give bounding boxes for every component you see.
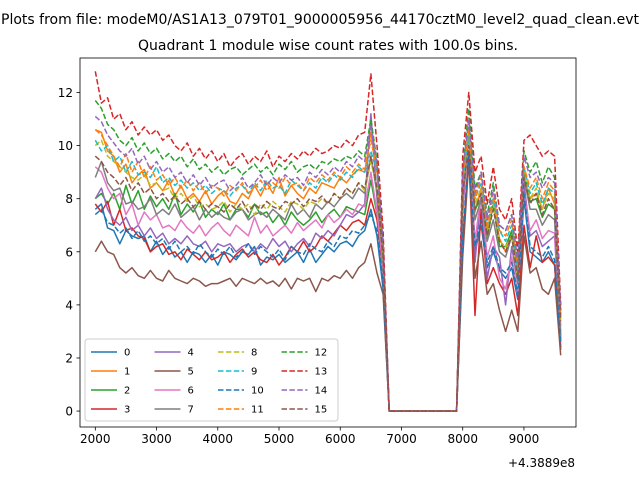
legend-label: 1: [124, 367, 130, 378]
series-line-15: [94, 144, 562, 412]
legend-label: 6: [188, 386, 194, 397]
series-line-8: [94, 136, 562, 412]
y-tick-label: 0: [65, 405, 73, 419]
x-tick-label: 4000: [203, 432, 234, 446]
y-tick-label: 2: [65, 351, 73, 365]
legend-label: 11: [251, 405, 264, 416]
series-line-11: [94, 128, 562, 412]
series-line-14: [94, 115, 562, 412]
legend-label: 12: [315, 348, 328, 359]
legend-label: 4: [188, 348, 194, 359]
legend-label: 14: [315, 386, 328, 397]
x-offset-label: +4.3889e8: [508, 456, 575, 470]
plot-area: [94, 71, 562, 412]
chart-title: Quadrant 1 module wise count rates with …: [138, 38, 518, 54]
series-lines: [94, 71, 562, 412]
x-tick-label: 3000: [141, 432, 172, 446]
x-tick-label: 2000: [80, 432, 111, 446]
series-line-13: [94, 71, 562, 412]
x-tick-label: 8000: [447, 432, 478, 446]
x-tick-label: 9000: [509, 432, 540, 446]
y-tick-label: 10: [58, 139, 73, 153]
x-tick-label: 7000: [386, 432, 417, 446]
series-line-9: [94, 134, 562, 412]
legend-box: [84, 338, 339, 422]
legend-label: 2: [124, 386, 130, 397]
legend-label: 13: [315, 367, 328, 378]
x-tick-label: 5000: [264, 432, 295, 446]
legend-label: 8: [251, 348, 257, 359]
series-line-12: [94, 100, 562, 412]
legend-label: 3: [124, 405, 130, 416]
y-tick-label: 8: [65, 192, 73, 206]
figure-suptitle: Plots from file: modeM0/AS1A13_079T01_90…: [1, 12, 639, 28]
legend-label: 15: [315, 405, 328, 416]
x-tick-label: 6000: [325, 432, 356, 446]
legend-label: 7: [188, 405, 194, 416]
series-line-5: [94, 160, 562, 412]
legend-label: 10: [251, 386, 264, 397]
y-tick-label: 6: [65, 245, 73, 259]
axes-frame: [79, 57, 577, 428]
series-line-7: [94, 134, 562, 412]
y-tick-label: 12: [58, 86, 73, 100]
legend-label: 9: [251, 367, 257, 378]
series-line-1: [95, 129, 562, 412]
legend-label: 0: [124, 348, 130, 359]
y-tick-label: 4: [65, 298, 73, 312]
axes: 2000 3000 4000 5000 6000 7000 8000 900002468101…: [58, 57, 577, 446]
legend-label: 5: [188, 367, 194, 378]
series-line-10: [94, 155, 562, 412]
